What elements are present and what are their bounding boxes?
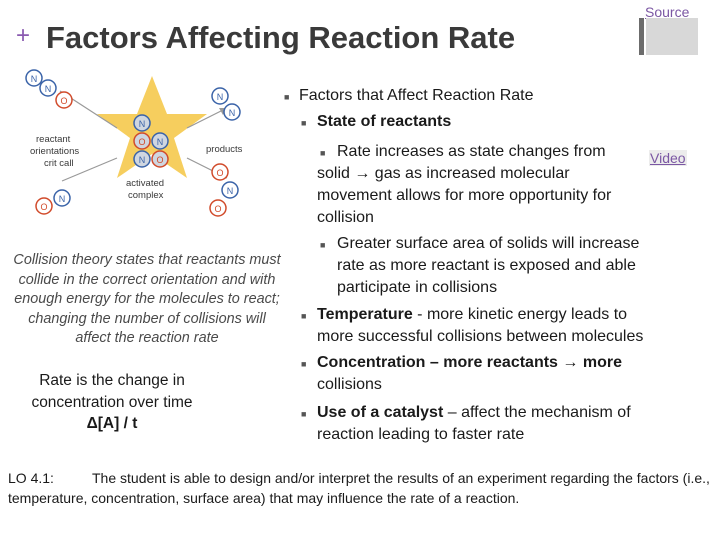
- bullet-icon: ■: [320, 148, 326, 158]
- bullet-icon: ■: [301, 359, 307, 369]
- svg-text:N: N: [59, 194, 66, 204]
- svg-text:O: O: [40, 202, 47, 212]
- bullet-icon: ■: [320, 240, 326, 250]
- lo-label: LO 4.1:: [8, 470, 54, 486]
- state-point-1-line2: solid → gas as increased molecular: [317, 165, 570, 182]
- svg-text:N: N: [227, 186, 234, 196]
- svg-text:N: N: [229, 108, 236, 118]
- heading-factors: Factors that Affect Reaction Rate: [299, 87, 534, 104]
- state-point-2-line2: rate as more reactant is exposed and abl…: [337, 257, 636, 274]
- svg-text:O: O: [60, 96, 67, 106]
- factor-temperature: Temperature - more kinetic energy leads …: [317, 306, 628, 323]
- reactant-molecule-top: N N O: [25, 69, 73, 109]
- activated-complex-molecules: N O N N O: [133, 114, 169, 168]
- svg-text:O: O: [214, 204, 221, 214]
- label-critcall: crit call: [44, 158, 74, 169]
- factor-temperature-line2: more successful collisions between molec…: [317, 328, 644, 345]
- factor-concentration-line2: collisions: [317, 376, 382, 393]
- state-point-2-line3: participate in collisions: [337, 279, 498, 296]
- svg-text:O: O: [138, 137, 145, 147]
- state-point-1-line4: collision: [317, 209, 374, 226]
- svg-text:N: N: [139, 155, 146, 165]
- rate-formula: Δ[A] / t: [86, 415, 138, 432]
- state-point-2-line1: Greater surface area of solids will incr…: [337, 235, 640, 252]
- collision-diagram: N N O O N N O N N O N N O N O: [25, 69, 243, 217]
- product-molecule-bottom: O N O: [209, 163, 239, 217]
- factor-catalyst-line2: reaction leading to faster rate: [317, 426, 525, 443]
- label-complex: complex: [128, 190, 164, 201]
- rate-definition: Rate is the change in concentration over…: [12, 370, 212, 435]
- factor-concentration: Concentration – more reactants → more: [317, 354, 622, 371]
- learning-objective: LO 4.1: The student is able to design and…: [8, 468, 712, 508]
- lo-text: The student is able to design and/or int…: [8, 470, 710, 506]
- accent-bar-dark: [639, 18, 644, 55]
- title-plus-icon: +: [16, 22, 31, 49]
- collision-theory-caption: Collision theory states that reactants m…: [13, 252, 281, 346]
- label-orientations: orientations: [30, 146, 79, 157]
- product-molecule-top: N N: [211, 87, 241, 121]
- reactant-molecule-bottom: O N: [35, 189, 71, 215]
- slide-title: Factors Affecting Reaction Rate: [46, 20, 516, 55]
- factor-catalyst: Use of a catalyst – affect the mechanism…: [317, 404, 631, 421]
- accent-bar-light: [646, 18, 698, 55]
- video-link[interactable]: Video: [649, 150, 687, 166]
- svg-text:O: O: [216, 168, 223, 178]
- label-activated: activated: [126, 178, 164, 189]
- svg-text:O: O: [156, 155, 163, 165]
- bullet-icon: ■: [301, 311, 307, 321]
- svg-text:N: N: [139, 119, 146, 129]
- source-link[interactable]: Source: [645, 4, 690, 20]
- svg-text:N: N: [217, 92, 224, 102]
- state-point-1-line3: movement allows for more opportunity for: [317, 187, 612, 204]
- bullet-icon: ■: [301, 118, 307, 128]
- label-reactant: reactant: [36, 134, 71, 145]
- bullet-icon: ■: [284, 92, 290, 102]
- label-products: products: [206, 144, 243, 155]
- svg-text:N: N: [31, 74, 38, 84]
- bullet-icon: ■: [301, 409, 307, 419]
- rate-definition-text: Rate is the change in concentration over…: [31, 372, 193, 411]
- activated-complex-star: [97, 76, 207, 178]
- state-point-1-line1: Rate increases as state changes from: [337, 143, 606, 160]
- svg-text:N: N: [45, 84, 52, 94]
- heading-state: State of reactants: [317, 113, 452, 130]
- svg-text:N: N: [157, 137, 164, 147]
